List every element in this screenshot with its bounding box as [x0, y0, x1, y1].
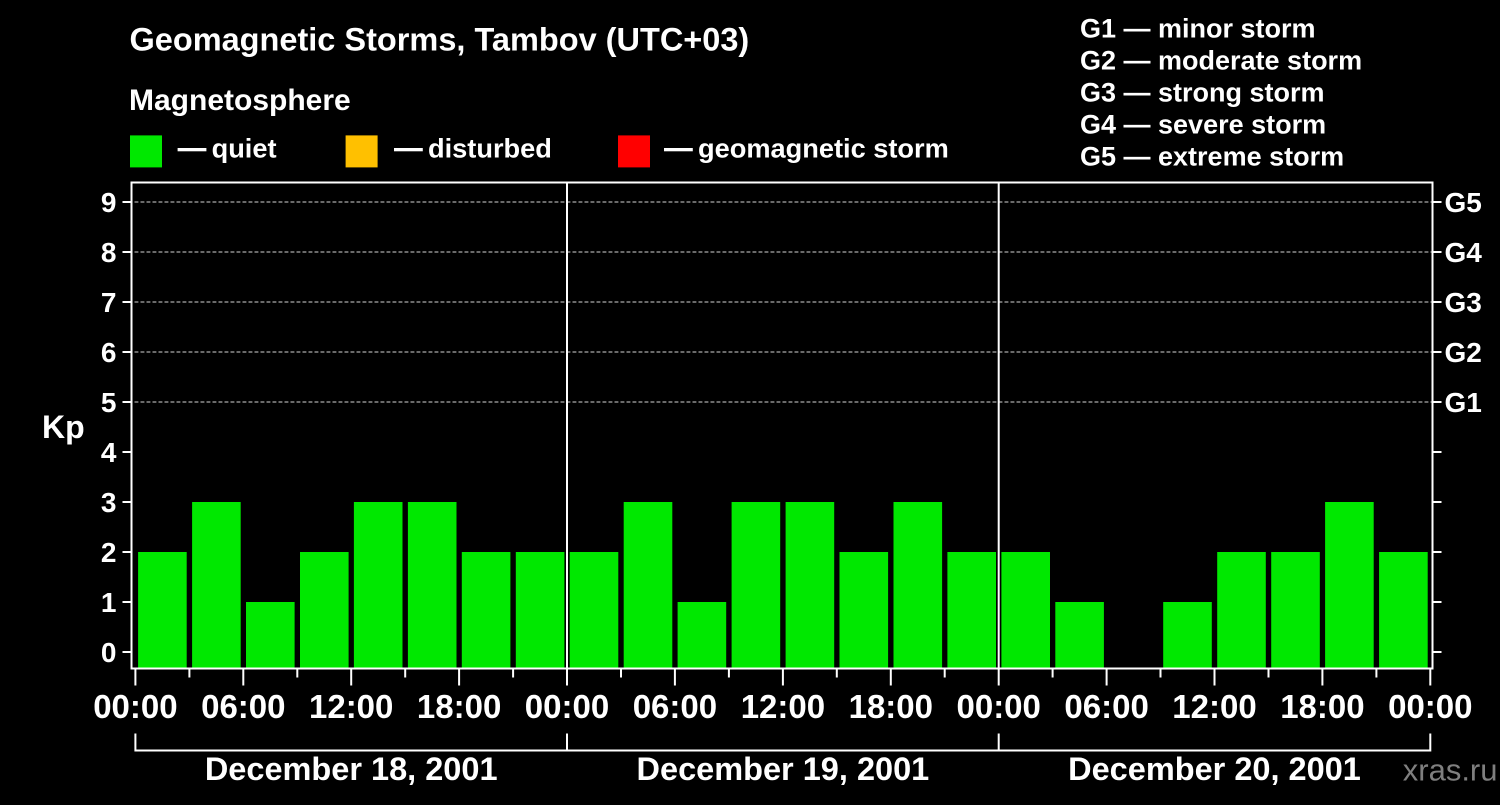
svg-text:Kp: Kp — [42, 409, 85, 445]
svg-text:00:00: 00:00 — [1388, 688, 1472, 725]
svg-text:00:00: 00:00 — [93, 688, 177, 725]
svg-text:18:00: 18:00 — [1280, 688, 1364, 725]
svg-text:Geomagnetic Storms, Tambov (UT: Geomagnetic Storms, Tambov (UTC+03) — [130, 22, 750, 58]
svg-text:18:00: 18:00 — [417, 688, 501, 725]
svg-text:xras.ru: xras.ru — [1403, 753, 1498, 788]
svg-text:0: 0 — [101, 637, 117, 668]
svg-text:2: 2 — [101, 537, 117, 568]
svg-text:G3: G3 — [1445, 287, 1482, 318]
svg-text:quiet: quiet — [212, 133, 277, 164]
svg-text:G1 — minor storm: G1 — minor storm — [1080, 14, 1316, 44]
svg-text:December 20, 2001: December 20, 2001 — [1068, 751, 1361, 787]
svg-text:12:00: 12:00 — [1172, 688, 1256, 725]
svg-text:G4 — severe storm: G4 — severe storm — [1080, 110, 1326, 140]
svg-text:9: 9 — [101, 187, 117, 218]
svg-text:December 19, 2001: December 19, 2001 — [637, 751, 930, 787]
svg-text:G5: G5 — [1445, 187, 1482, 218]
svg-text:5: 5 — [101, 387, 117, 418]
svg-text:7: 7 — [101, 287, 117, 318]
svg-text:8: 8 — [101, 237, 117, 268]
svg-text:12:00: 12:00 — [741, 688, 825, 725]
svg-text:00:00: 00:00 — [525, 688, 609, 725]
svg-text:G2: G2 — [1445, 337, 1482, 368]
svg-text:G1: G1 — [1445, 387, 1482, 418]
svg-text:00:00: 00:00 — [956, 688, 1040, 725]
svg-text:1: 1 — [101, 587, 117, 618]
svg-text:G3 — strong storm: G3 — strong storm — [1080, 78, 1325, 108]
svg-text:06:00: 06:00 — [633, 688, 717, 725]
svg-text:4: 4 — [101, 437, 117, 468]
svg-text:G5 — extreme storm: G5 — extreme storm — [1080, 142, 1344, 172]
svg-text:December 18, 2001: December 18, 2001 — [205, 751, 498, 787]
svg-text:12:00: 12:00 — [309, 688, 393, 725]
svg-text:Magnetosphere: Magnetosphere — [129, 84, 351, 117]
svg-text:G2 — moderate storm: G2 — moderate storm — [1080, 46, 1362, 76]
svg-text:06:00: 06:00 — [201, 688, 285, 725]
svg-text:06:00: 06:00 — [1064, 688, 1148, 725]
svg-text:3: 3 — [101, 487, 117, 518]
svg-text:18:00: 18:00 — [849, 688, 933, 725]
svg-text:disturbed: disturbed — [428, 133, 552, 164]
svg-text:G4: G4 — [1445, 237, 1483, 268]
svg-text:6: 6 — [101, 337, 117, 368]
svg-text:geomagnetic storm: geomagnetic storm — [698, 133, 949, 164]
